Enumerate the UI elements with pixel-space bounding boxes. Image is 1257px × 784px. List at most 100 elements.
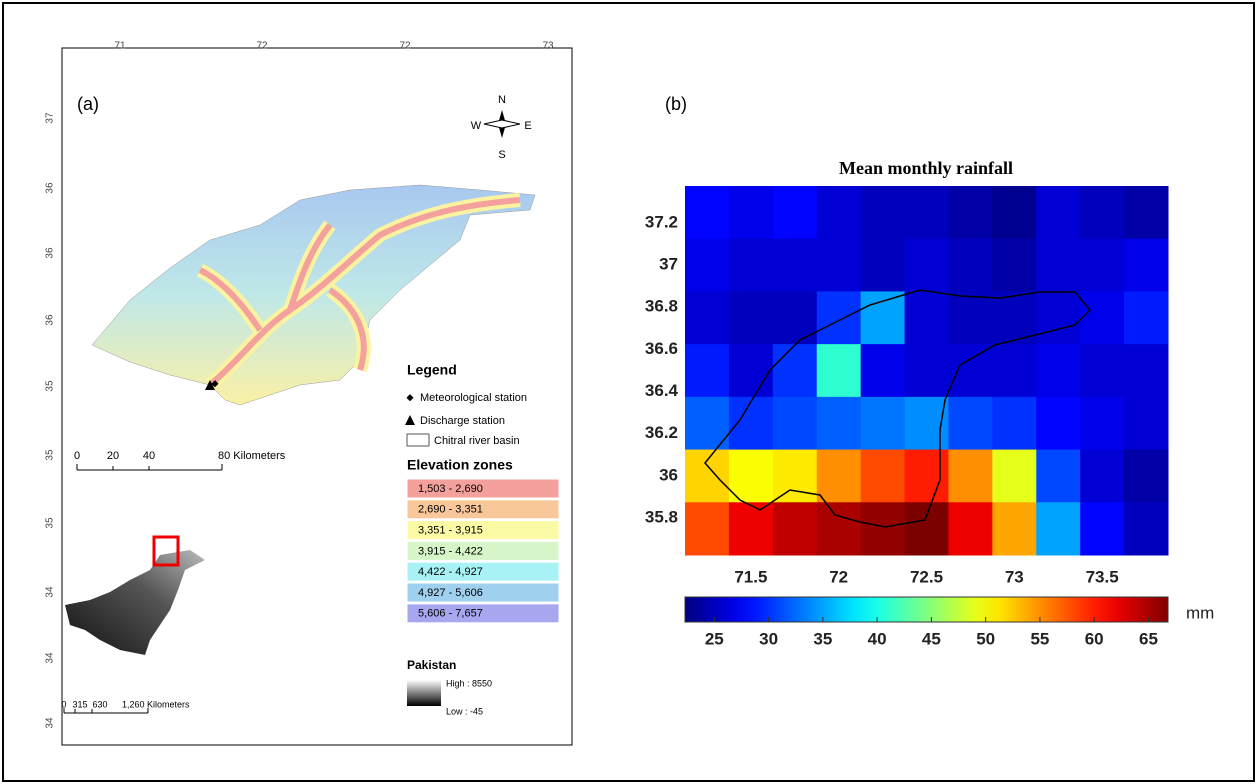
heatmap-cell [905, 344, 949, 397]
heatmap-cell [729, 186, 773, 239]
colorbar-tick-label: 50 [976, 629, 995, 648]
heatmap-cell [1080, 397, 1124, 450]
map-tick-label: 36 [45, 182, 56, 194]
heatmap-cell [861, 291, 905, 344]
heatmap-cell [729, 344, 773, 397]
heatmap-cell [1080, 502, 1124, 555]
legend-item: Chitral river basin [434, 435, 520, 447]
colorbar-tick-label: 40 [868, 629, 887, 648]
map-tick-label: 37 [45, 112, 56, 124]
zone-label: 4,927 - 5,606 [418, 587, 483, 599]
legend-title: Legend [407, 362, 457, 378]
colorbar-tick-label: 35 [813, 629, 832, 648]
heatmap-cell [1036, 344, 1080, 397]
heatmap-cell [1080, 186, 1124, 239]
heatmap-cell [905, 502, 949, 555]
compass-s: S [498, 149, 505, 161]
y-tick-label: 37 [659, 255, 678, 274]
zone-label: 3,915 - 4,422 [418, 545, 483, 557]
heatmap-cell [1036, 239, 1080, 292]
heatmap-cell [817, 344, 861, 397]
heatmap-cell [685, 344, 729, 397]
heatmap-cell [773, 239, 817, 292]
heatmap-cell [817, 502, 861, 555]
colorbar [685, 597, 1168, 622]
heatmap-cell [861, 397, 905, 450]
zone-label: 5,606 - 7,657 [418, 608, 483, 620]
heatmap-cell [861, 450, 905, 503]
heatmap-cell [992, 450, 1036, 503]
y-tick-label: 36.6 [645, 339, 678, 358]
elevation-title: Elevation zones [407, 457, 513, 473]
heatmap-cell [861, 186, 905, 239]
heatmap-cell [1124, 502, 1168, 555]
heatmap-cell [948, 186, 992, 239]
basin-map [92, 185, 535, 405]
map-tick-label: 34 [45, 652, 56, 664]
map-tick-label: 35 [45, 449, 56, 461]
heatmap-cell [1036, 450, 1080, 503]
heatmap-cell [992, 239, 1036, 292]
map-tick-label: 36 [45, 314, 56, 326]
heatmap-cell [948, 502, 992, 555]
heatmap-cell [861, 502, 905, 555]
x-tick-label: 73 [1005, 567, 1024, 586]
x-tick-label: 71.5 [734, 567, 767, 586]
heatmap-cell [685, 239, 729, 292]
map-tick-label: 73 [542, 41, 554, 52]
heatmap-cell [905, 186, 949, 239]
heatmap-cell [1124, 450, 1168, 503]
map-tick-label: 72 [256, 41, 268, 52]
scale-label: 0 [61, 699, 66, 709]
scale-bar [77, 464, 222, 470]
scale-label: 1,260 Kilometers [122, 699, 190, 709]
compass-n: N [498, 94, 506, 106]
heatmap [685, 186, 1169, 556]
heatmap-cell [685, 186, 729, 239]
heatmap-cell [1036, 291, 1080, 344]
y-tick-label: 36.2 [645, 423, 678, 442]
scale-label: 80 Kilometers [218, 450, 286, 462]
scale-label: 20 [107, 450, 119, 462]
heatmap-cell [1124, 397, 1168, 450]
map-tick-label: 35 [45, 380, 56, 392]
heatmap-cell [1080, 291, 1124, 344]
legend-symbol [405, 415, 415, 425]
heatmap-cell [729, 239, 773, 292]
zone-label: 1,503 - 2,690 [418, 483, 483, 495]
map-tick-label: 72 [399, 41, 411, 52]
heatmap-cell [685, 291, 729, 344]
heatmap-cell [992, 502, 1036, 555]
heatmap-cell [729, 291, 773, 344]
legend-item: Discharge station [420, 415, 505, 427]
y-tick-label: 35.8 [645, 508, 678, 527]
pakistan-high: High : 8550 [446, 678, 492, 688]
scale-label: 315 [72, 699, 87, 709]
heatmap-cell [817, 186, 861, 239]
scale-label: 0 [74, 450, 80, 462]
heatmap-cell [948, 397, 992, 450]
heatmap-cell [905, 450, 949, 503]
heatmap-cell [685, 502, 729, 555]
y-tick-label: 36.4 [645, 381, 679, 400]
heatmap-cell [861, 344, 905, 397]
heatmap-cell [1080, 239, 1124, 292]
heatmap-cell [861, 239, 905, 292]
heatmap-cell [1124, 186, 1168, 239]
heatmap-cell [948, 450, 992, 503]
heatmap-cell [773, 450, 817, 503]
scale-label: 40 [143, 450, 155, 462]
figure: (a) N S W E 0 20 40 80 Kilometers Legend… [0, 0, 1257, 784]
heatmap-cell [1124, 239, 1168, 292]
colorbar-tick-label: 25 [705, 629, 724, 648]
x-tick-label: 72 [829, 567, 848, 586]
colorbar-unit: mm [1186, 603, 1214, 622]
pakistan-title: Pakistan [407, 658, 456, 672]
heatmap-cell [948, 239, 992, 292]
heatmap-cell [773, 397, 817, 450]
heatmap-cell [992, 397, 1036, 450]
heatmap-cell [773, 186, 817, 239]
legend-item: Meteorological station [420, 392, 527, 404]
map-tick-label: 35 [45, 517, 56, 529]
compass-w: W [471, 120, 482, 132]
